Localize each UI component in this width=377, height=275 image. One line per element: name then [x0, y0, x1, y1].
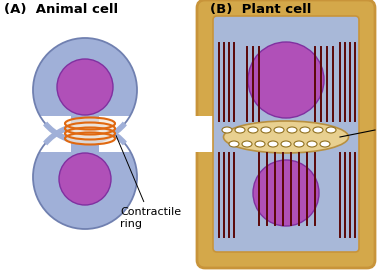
Circle shape	[57, 59, 113, 115]
Ellipse shape	[65, 117, 115, 130]
Ellipse shape	[307, 141, 317, 147]
Ellipse shape	[287, 127, 297, 133]
Ellipse shape	[268, 141, 278, 147]
FancyBboxPatch shape	[213, 16, 359, 252]
Ellipse shape	[222, 127, 232, 133]
Ellipse shape	[229, 141, 239, 147]
Circle shape	[33, 125, 137, 229]
Circle shape	[248, 42, 324, 118]
Ellipse shape	[65, 128, 115, 139]
Ellipse shape	[255, 141, 265, 147]
Circle shape	[59, 153, 111, 205]
Text: (B)  Plant cell: (B) Plant cell	[210, 3, 311, 16]
Circle shape	[253, 160, 319, 226]
FancyBboxPatch shape	[197, 0, 375, 268]
Ellipse shape	[300, 127, 310, 133]
Ellipse shape	[65, 133, 115, 144]
Bar	[99, 116, 299, 152]
Ellipse shape	[281, 141, 291, 147]
Text: Contractile
ring: Contractile ring	[116, 136, 181, 229]
Ellipse shape	[294, 141, 304, 147]
Ellipse shape	[313, 127, 323, 133]
Ellipse shape	[235, 127, 245, 133]
Ellipse shape	[242, 141, 252, 147]
Ellipse shape	[224, 121, 348, 153]
Ellipse shape	[261, 127, 271, 133]
Text: (A)  Animal cell: (A) Animal cell	[4, 3, 118, 16]
Ellipse shape	[326, 127, 336, 133]
Ellipse shape	[65, 122, 115, 134]
Ellipse shape	[248, 127, 258, 133]
Bar	[0, 116, 71, 152]
Ellipse shape	[274, 127, 284, 133]
Ellipse shape	[320, 141, 330, 147]
Circle shape	[33, 38, 137, 142]
